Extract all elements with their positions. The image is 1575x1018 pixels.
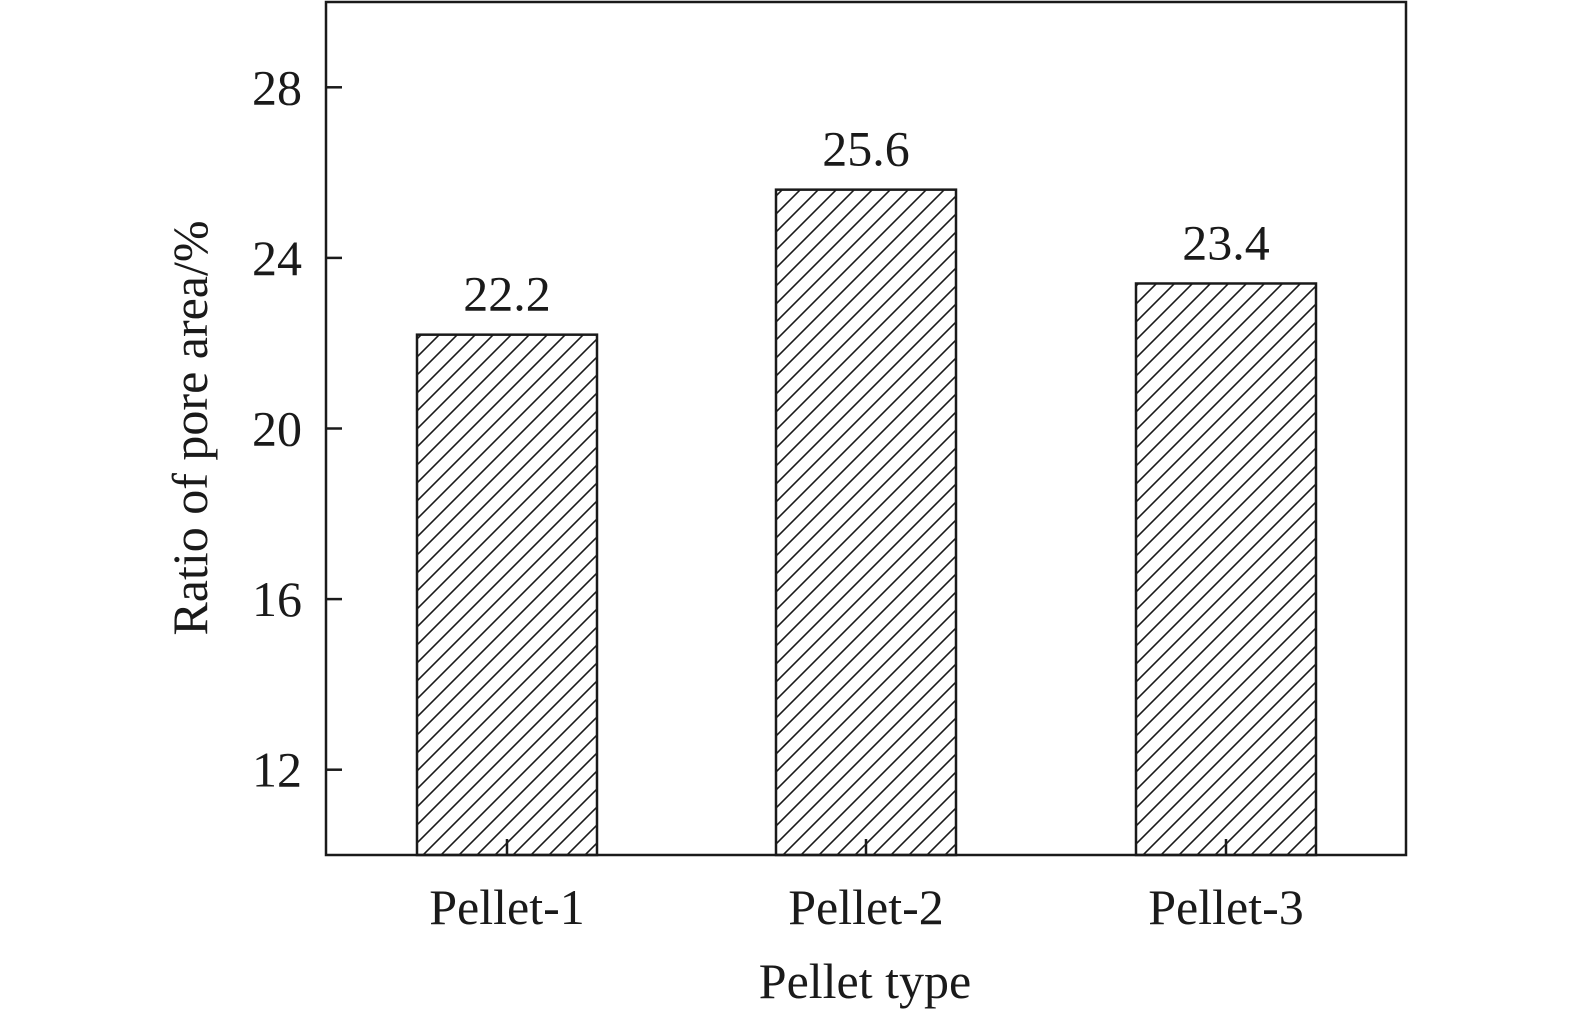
y-tick-label-20: 20 xyxy=(252,401,302,457)
x-tick-label-pellet-3: Pellet-3 xyxy=(1148,879,1304,935)
y-tick-label-24: 24 xyxy=(252,230,302,286)
x-axis-label: Pellet type xyxy=(759,953,971,1009)
data-label-pellet-2: 25.6 xyxy=(822,121,910,177)
bar-pellet-3 xyxy=(1134,282,1318,857)
plot-frame xyxy=(324,0,1408,857)
bar-pellet-2 xyxy=(774,188,958,857)
data-label-pellet-3: 23.4 xyxy=(1182,214,1270,270)
x-tick-label-pellet-2: Pellet-2 xyxy=(788,879,944,935)
y-tick-label-16: 16 xyxy=(252,571,302,627)
data-label-pellet-1: 22.2 xyxy=(463,266,551,322)
bars-layer: 22.2 25.6 23.4 xyxy=(415,121,1318,857)
ticks-layer: Pellet-1 Pellet-2 Pellet-3 12 16 20 24 28 xyxy=(252,59,1304,935)
y-tick-label-28: 28 xyxy=(252,59,302,115)
x-tick-label-pellet-1: Pellet-1 xyxy=(429,879,585,935)
bar-pellet-1 xyxy=(415,333,599,857)
y-tick-label-12: 12 xyxy=(252,742,302,798)
y-axis-label: Ratio of pore area/% xyxy=(162,220,218,635)
